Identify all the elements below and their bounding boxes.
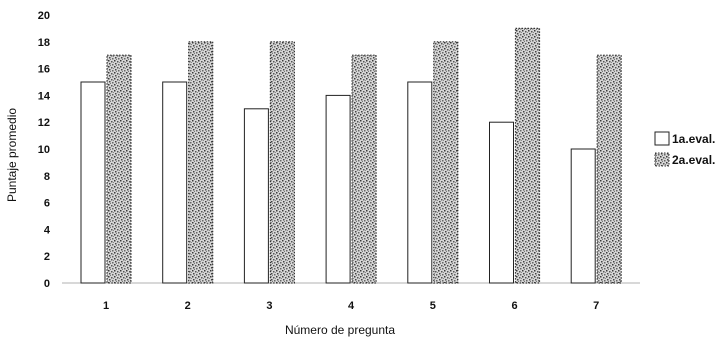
y-tick-label: 0 bbox=[44, 278, 50, 290]
y-tick-label: 10 bbox=[38, 144, 50, 156]
x-tick-label: 2 bbox=[185, 300, 191, 312]
legend: 1a.eval. 2a.eval. bbox=[654, 131, 715, 167]
bar-series-1 bbox=[325, 94, 351, 284]
y-axis-title: Puntaje promedio bbox=[5, 108, 19, 202]
x-tick-label: 5 bbox=[430, 300, 436, 312]
bar-series-1 bbox=[80, 81, 106, 284]
legend-swatch-series-1 bbox=[654, 131, 670, 146]
y-tick-label: 18 bbox=[38, 37, 50, 49]
y-tick-label: 6 bbox=[44, 198, 50, 210]
legend-label-series-2: 2a.eval. bbox=[672, 153, 715, 167]
bar-series-2 bbox=[514, 27, 541, 284]
y-tick-label: 20 bbox=[38, 10, 50, 22]
x-tick-label: 1 bbox=[103, 300, 109, 312]
bars bbox=[80, 27, 622, 284]
bar-series-1 bbox=[162, 81, 188, 284]
y-tick-labels: 0 2 4 6 8 10 12 14 16 18 20 bbox=[38, 10, 51, 290]
y-tick-label: 2 bbox=[44, 251, 50, 263]
bar-series-1 bbox=[570, 148, 596, 284]
x-tick-label: 7 bbox=[593, 300, 599, 312]
x-tick-labels: 1 2 3 4 5 6 7 bbox=[103, 300, 599, 312]
x-tick-label: 3 bbox=[266, 300, 272, 312]
y-tick-label: 12 bbox=[38, 117, 50, 129]
bar-series-2 bbox=[596, 54, 622, 284]
legend-label-series-1: 1a.eval. bbox=[672, 132, 715, 146]
bar-series-2 bbox=[188, 41, 214, 284]
x-tick-label: 6 bbox=[511, 300, 517, 312]
legend-swatch-series-2 bbox=[654, 152, 670, 167]
bar-series-1 bbox=[243, 108, 269, 284]
bar-series-2 bbox=[106, 54, 132, 284]
bar-series-2 bbox=[433, 41, 459, 284]
y-tick-label: 14 bbox=[38, 90, 51, 102]
x-axis-title: Número de pregunta bbox=[285, 323, 395, 337]
bar-series-1 bbox=[489, 121, 514, 284]
y-tick-label: 4 bbox=[44, 224, 51, 236]
y-tick-label: 16 bbox=[38, 64, 50, 76]
y-tick-label: 8 bbox=[44, 171, 50, 183]
bar-series-1 bbox=[407, 81, 433, 284]
bar-series-2 bbox=[269, 41, 295, 284]
x-tick-label: 4 bbox=[348, 300, 355, 312]
bar-series-2 bbox=[351, 54, 377, 284]
